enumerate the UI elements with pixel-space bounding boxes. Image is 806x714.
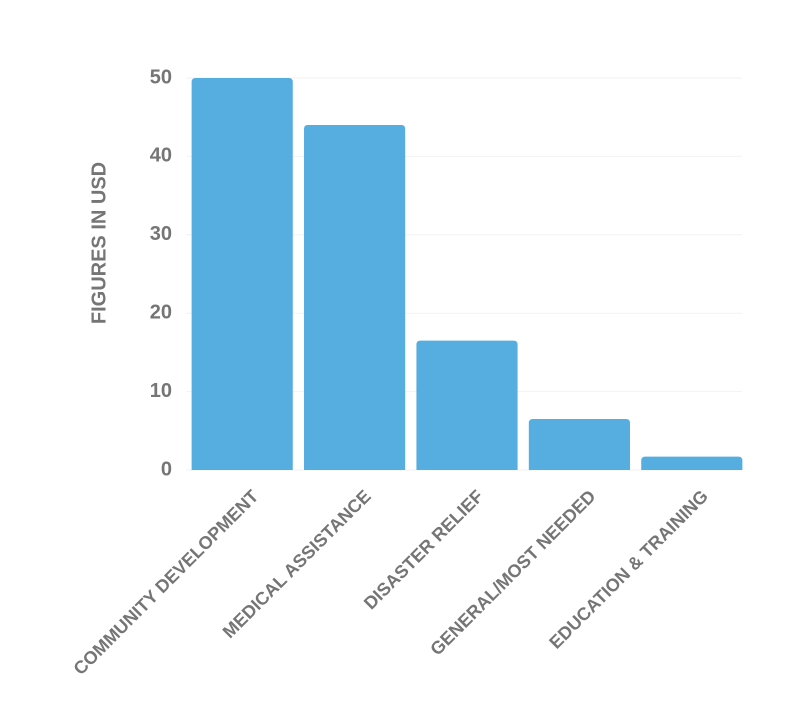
x-tick-label: COMMUNITY DEVELOPMENT	[70, 486, 263, 679]
y-tick-label: 50	[150, 66, 172, 88]
bar	[191, 78, 293, 470]
bar	[528, 419, 630, 470]
y-tick-label: 30	[150, 223, 172, 245]
y-tick-label: 0	[161, 458, 172, 480]
bar	[416, 340, 518, 470]
y-tick-label: 40	[150, 145, 172, 167]
y-tick-label: 20	[150, 301, 172, 323]
x-tick-label: DISASTER RELIEF	[360, 486, 487, 613]
y-axis-title: FIGURES IN USD	[88, 162, 110, 324]
bar	[304, 125, 406, 470]
bar	[641, 456, 743, 470]
y-tick-label: 10	[150, 380, 172, 402]
